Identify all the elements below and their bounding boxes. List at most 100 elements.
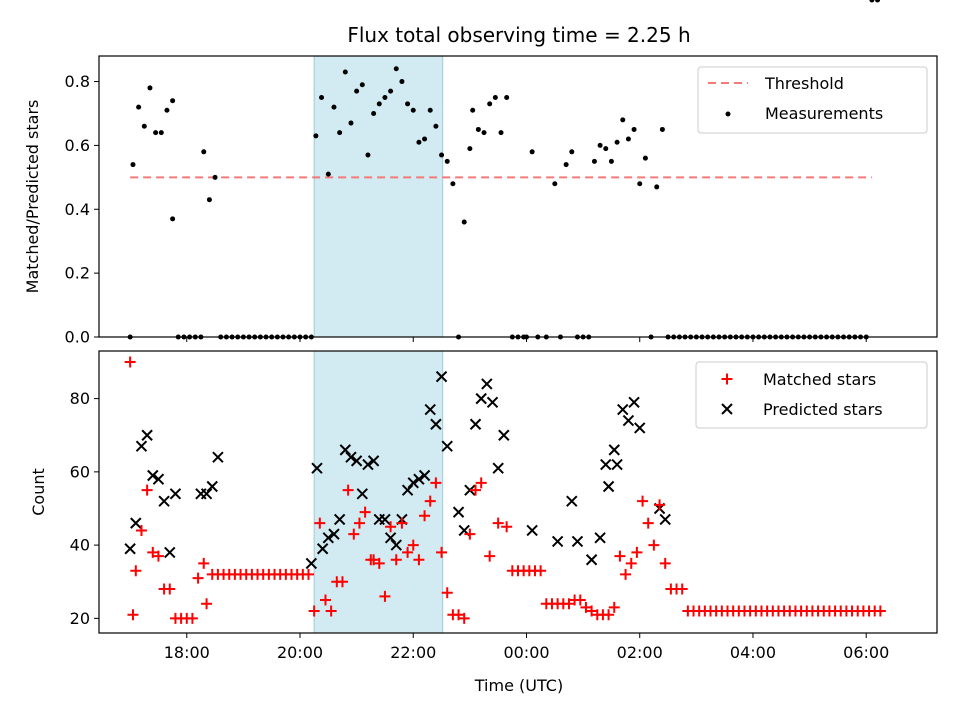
count-plot-area [124, 356, 886, 624]
predicted-stars-point [475, 392, 487, 405]
measurement-point [313, 133, 319, 139]
measurement-point [654, 184, 660, 190]
legend-predicted-label: Predicted stars [763, 400, 883, 419]
measurement-point [342, 69, 348, 75]
measurement-point [475, 126, 481, 132]
predicted-stars-point [339, 444, 352, 456]
count-x-ticks: 18:00 20:00 22:00 00:00 02:00 04:00 06:00 [164, 633, 889, 662]
predicted-stars-point [526, 524, 538, 537]
matched-stars-point [127, 609, 139, 621]
matched-stars-point [319, 594, 331, 606]
matched-stars-point [484, 550, 496, 562]
predicted-stars-point [634, 422, 646, 434]
predicted-stars-point [212, 451, 224, 463]
matched-stars-point [373, 557, 385, 569]
measurement-point [141, 123, 147, 129]
measurement-point [393, 66, 399, 72]
measurement-point [382, 95, 388, 101]
predicted-stars-point [486, 396, 499, 408]
predicted-stars-point [469, 418, 482, 430]
matched-stars-point [164, 583, 176, 595]
y-tick-label: 0.8 [65, 72, 90, 91]
matched-stars-point [303, 568, 314, 580]
count-legend: Matched stars Predicted stars [695, 361, 928, 429]
matched-stars-point [475, 477, 487, 489]
matched-stars-point [396, 517, 408, 529]
measurement-point [608, 158, 614, 164]
legend-matched-marker [721, 373, 733, 385]
x-tick-label: 20:00 [277, 643, 323, 662]
predicted-stars-point [333, 513, 346, 526]
measurement-point [376, 101, 382, 107]
measurement-point [875, 0, 881, 3]
matched-stars-point [659, 557, 671, 569]
matched-stars-point [614, 550, 626, 562]
measurement-point [487, 101, 493, 107]
count-panel: 20 40 60 80 18:00 20:00 22:00 00:00 02:00 04:00 0… [29, 350, 938, 695]
predicted-stars-point [164, 546, 176, 559]
matched-stars-point [620, 568, 632, 580]
predicted-stars-point [424, 403, 436, 416]
legend-predicted-marker [721, 403, 733, 415]
predicted-stars-point [379, 513, 391, 526]
matched-stars-point [325, 605, 337, 617]
matched-stars-point [152, 550, 164, 562]
predicted-stars-point [158, 495, 170, 507]
predicted-stars-point [492, 462, 504, 474]
predicted-stars-point [130, 517, 142, 529]
predicted-stars-point [367, 455, 380, 467]
matched-stars-point [563, 598, 575, 610]
predicted-stars-point [305, 557, 318, 570]
measurement-point [410, 107, 416, 113]
predicted-stars-point [628, 396, 640, 408]
measurement-point [563, 162, 569, 168]
predicted-stars-point [322, 532, 335, 544]
x-tick-label: 00:00 [503, 643, 549, 662]
matched-stars-point [453, 609, 465, 621]
matched-stars-point [430, 477, 442, 489]
matched-stars-point [603, 609, 615, 621]
matched-stars-point [124, 356, 136, 368]
matched-stars-point [402, 546, 414, 558]
predicted-stars-point [498, 429, 510, 441]
predicted-stars-point [659, 513, 671, 526]
matched-stars-point [648, 539, 660, 551]
count-axes-frame [98, 350, 938, 634]
matched-stars-point [419, 510, 431, 522]
predicted-stars-point [316, 543, 329, 555]
matched-stars-point [586, 605, 598, 617]
matched-stars-point [608, 601, 620, 613]
ratio-axes-frame [98, 55, 938, 338]
predicted-stars-point [152, 473, 165, 485]
matched-stars-point [441, 587, 453, 599]
count-y-ticks: 20 40 60 80 [70, 389, 99, 628]
matched-stars-point [135, 524, 147, 536]
matched-stars-point [631, 546, 643, 558]
y-tick-label: 80 [70, 389, 90, 408]
measurement-point [130, 162, 136, 168]
legend-matched-swatch [721, 373, 733, 385]
predicted-stars-point [407, 477, 419, 489]
measurement-point [416, 139, 422, 145]
measurement-point [427, 107, 433, 113]
predicted-stars-point [200, 488, 213, 500]
y-tick-label: 60 [70, 462, 90, 481]
predicted-stars-point [418, 469, 431, 482]
predicted-stars-point [551, 535, 564, 548]
predicted-stars-point [135, 440, 148, 452]
matched-stars-point [130, 565, 142, 577]
matched-stars-point [186, 612, 198, 624]
count-y-axis-label: Count [29, 468, 48, 516]
matched-stars-point [201, 598, 213, 610]
predicted-stars-point [206, 480, 218, 493]
measurement-point [467, 146, 473, 152]
measurement-point [164, 107, 170, 113]
predicted-stars-point [571, 535, 584, 548]
y-tick-label: 0.6 [65, 136, 90, 155]
predicted-stars-point [600, 458, 612, 471]
predicted-stars-point [464, 484, 476, 496]
measurement-point [552, 181, 558, 187]
measurement-point [354, 88, 360, 94]
x-tick-label: 06:00 [843, 643, 889, 662]
